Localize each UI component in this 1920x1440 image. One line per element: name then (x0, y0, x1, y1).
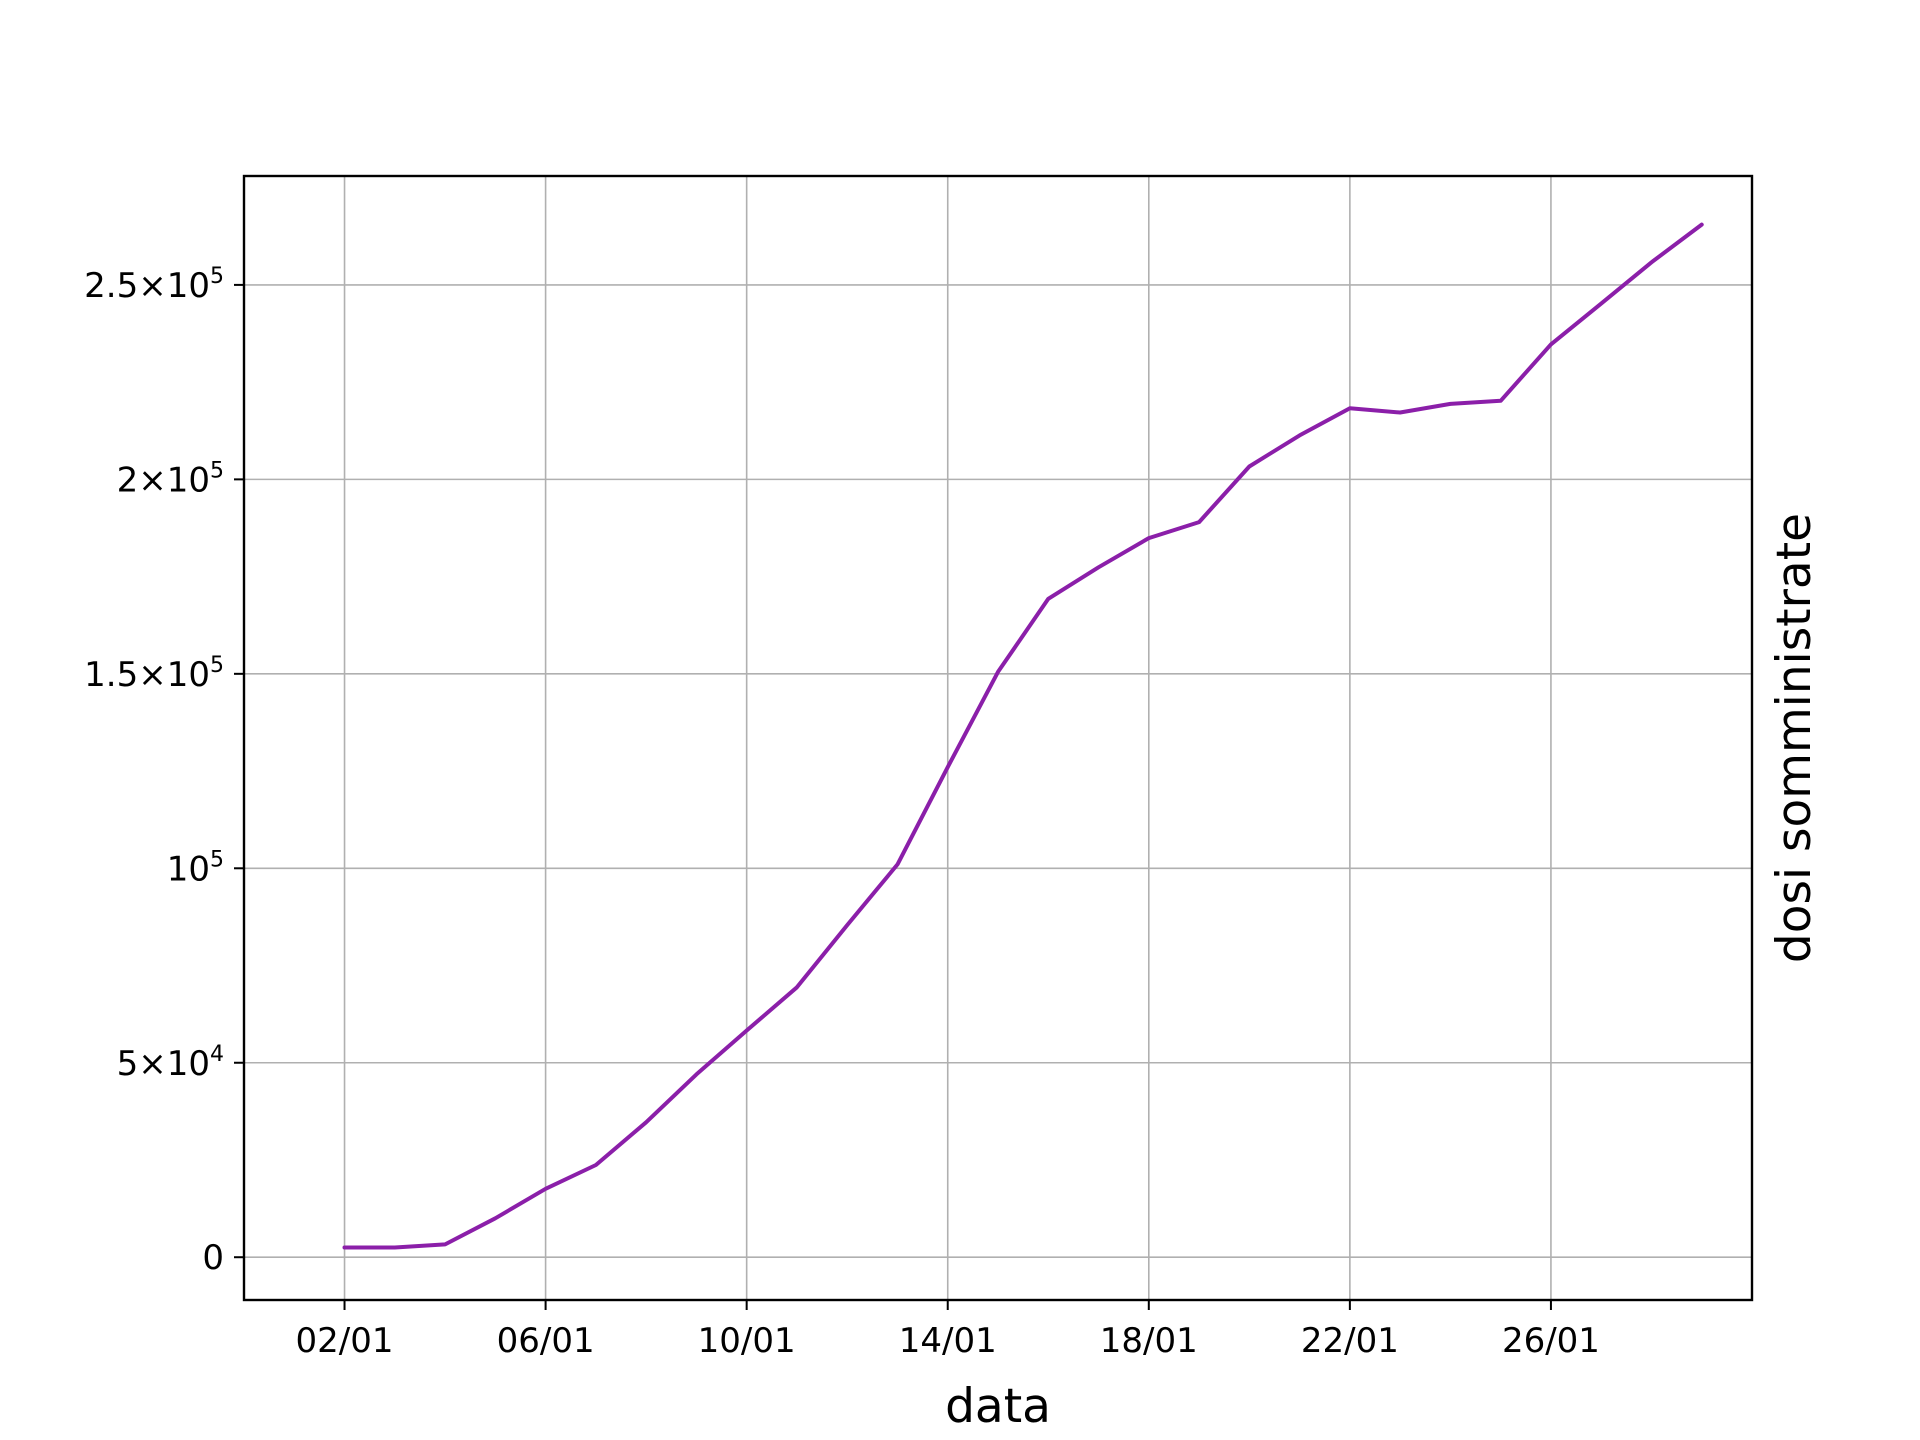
x-tick-label: 26/01 (1502, 1321, 1600, 1361)
x-tick-label: 06/01 (497, 1321, 595, 1361)
y-tick-label: 2.5×105 (84, 264, 224, 306)
x-axis-title: data (945, 1379, 1051, 1434)
y-axis-title: dosi somministrate (1767, 513, 1822, 963)
x-tick-label: 14/01 (899, 1321, 997, 1361)
x-tick-label: 10/01 (698, 1321, 796, 1361)
plot-frame (242, 174, 1754, 1302)
y-tick-label: 105 (167, 847, 224, 889)
x-tick-label: 02/01 (296, 1321, 394, 1361)
y-tick-label: 1.5×105 (84, 653, 224, 695)
grid-lines (244, 176, 1752, 1300)
y-tick-label: 2×105 (117, 458, 224, 500)
x-tick-label: 18/01 (1100, 1321, 1198, 1361)
series-layer (342, 222, 1704, 1250)
y-tick-label: 5×104 (117, 1042, 224, 1084)
series-line (342, 222, 1704, 1250)
y-tick-label: 0 (202, 1238, 224, 1278)
axis-ticks: 02/01 06/01 10/01 14/01 18/01 22/01 26/01 0 5×10… (84, 264, 1600, 1361)
x-tick-label: 22/01 (1301, 1321, 1399, 1361)
